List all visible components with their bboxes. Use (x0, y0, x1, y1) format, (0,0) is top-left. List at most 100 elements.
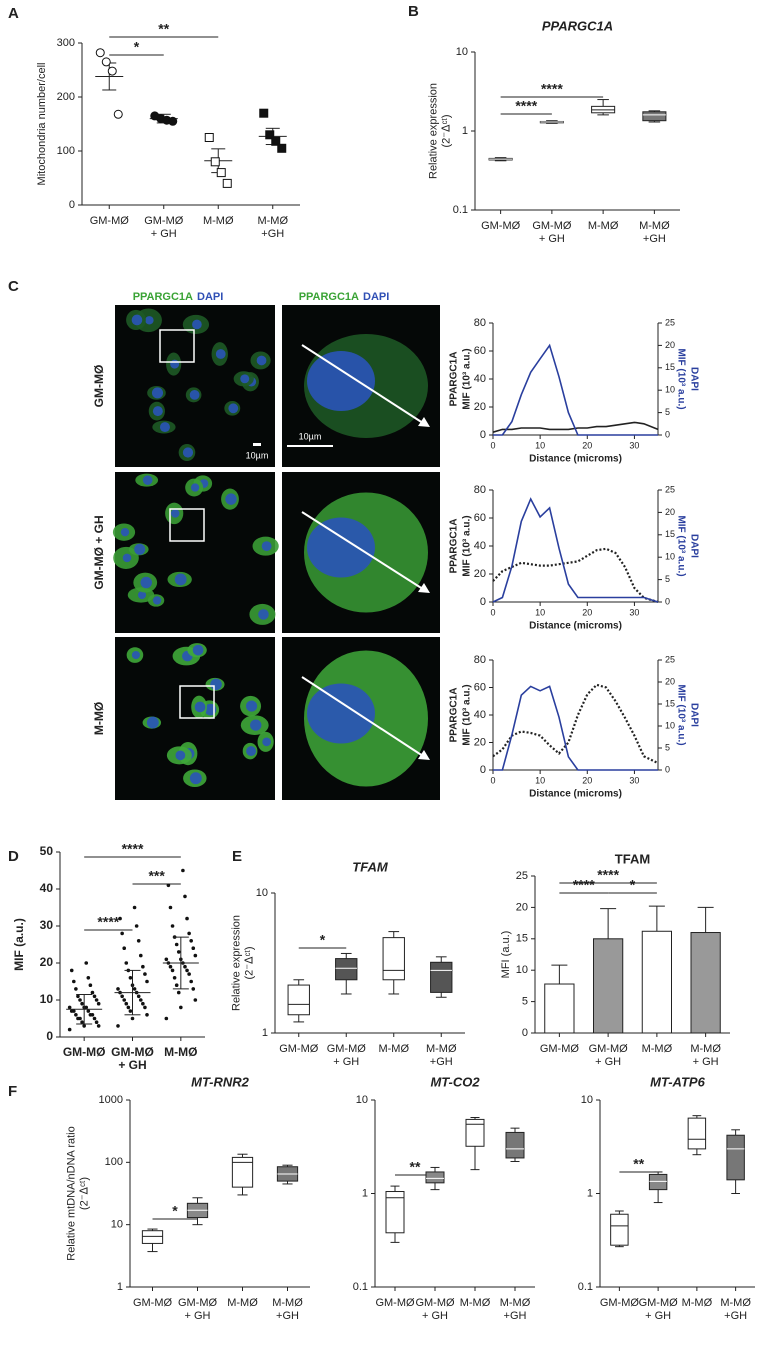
y-tick-label: 0.1 (353, 1281, 368, 1293)
nucleus (192, 319, 202, 330)
chart-title: TFAM (352, 859, 389, 874)
nucleus (146, 716, 159, 729)
panel-letter: D (8, 848, 19, 865)
data-point (145, 1013, 149, 1017)
significance-label: **** (597, 867, 619, 883)
y-tick-label: 80 (474, 484, 486, 496)
data-point (76, 994, 80, 999)
data-point (122, 998, 127, 1002)
x-tick-label: 10 (535, 440, 545, 450)
nucleus (152, 406, 163, 417)
y-tick-label: 0.1 (578, 1281, 593, 1293)
nucleus (215, 349, 226, 359)
y2-tick-label: 5 (665, 407, 670, 417)
nucleus (258, 609, 269, 620)
data-point (187, 931, 191, 936)
x-tick-label: 0 (490, 775, 495, 785)
text-line: (2⁻ᐃᶜᵗ) (440, 114, 452, 147)
y-axis-label: Mitochondria number/cell (36, 63, 48, 186)
data-point (132, 905, 137, 910)
y2-axis-label: DAPIMIF (10³ a.u.) (676, 515, 700, 576)
text-line: DAPI (689, 367, 700, 391)
arrow-head (418, 583, 430, 593)
data-point (170, 968, 175, 973)
nucleus (142, 475, 153, 485)
text-line: +GH (276, 1310, 299, 1322)
x-tick-label: M-MØ +GH (426, 1043, 457, 1068)
data-point (95, 48, 105, 58)
text-line: M-MØ (690, 1043, 721, 1055)
data-point (88, 983, 93, 987)
data-point (134, 924, 139, 928)
data-line (492, 683, 659, 765)
data-point (82, 1024, 86, 1028)
data-point (94, 1020, 99, 1024)
y2-tick-label: 0 (665, 596, 670, 606)
y-tick-label: 50 (40, 844, 54, 858)
nucleus (307, 683, 375, 744)
data-point (170, 924, 175, 928)
nucleus (152, 596, 162, 605)
significance-label: * (172, 1203, 178, 1219)
data-point (141, 964, 145, 969)
y-tick-label: 1 (362, 1187, 368, 1199)
data-point (164, 957, 169, 962)
data-point (74, 1013, 78, 1017)
x-tick-label: M-MØ +GH (639, 220, 670, 245)
y2-tick-label: 25 (665, 317, 675, 327)
text-line: (2⁻ᐃᶜᵗ) (78, 1177, 90, 1210)
text-line: MIF (10³ a.u.) (676, 684, 687, 745)
y2-tick-label: 10 (665, 385, 675, 395)
y-tick-label: 60 (474, 681, 486, 693)
x-tick-label: M-MØ (227, 1297, 258, 1309)
y2-tick-label: 25 (665, 484, 675, 494)
y-tick-label: 10 (581, 1094, 593, 1106)
x-tick-label: M-MØ (588, 220, 619, 232)
panel-letter: F (8, 1083, 17, 1100)
significance-label: * (134, 39, 140, 55)
data-point (78, 998, 82, 1002)
data-point (168, 964, 173, 969)
significance-label: ** (158, 21, 169, 37)
y-tick-label: 0 (480, 429, 486, 441)
panel-letter: A (8, 5, 19, 22)
x-tick-label: GM-MØ + GH (532, 220, 572, 245)
x-tick-label: M-MØ (682, 1297, 713, 1309)
nucleus (145, 316, 154, 325)
significance-label: ** (633, 1156, 644, 1172)
text-line: GM-MØ (415, 1297, 455, 1309)
data-point (189, 939, 193, 943)
y2-tick-label: 10 (665, 720, 675, 730)
text-line: PPARGC1A (448, 519, 459, 574)
nucleus (170, 359, 180, 369)
data-point (179, 1005, 183, 1010)
data-point (120, 931, 124, 936)
nucleus (240, 374, 250, 384)
data-point (259, 108, 269, 118)
y-tick-label: 20 (474, 568, 486, 580)
significance-label: * (320, 932, 326, 948)
text-line: M-MØ (272, 1297, 303, 1309)
text-line: +GH (724, 1310, 747, 1322)
y-axis-label: Relative expression(2⁻ᐃᶜᵗ) (230, 915, 255, 1011)
text-line: GM-MØ (178, 1297, 218, 1309)
y2-tick-label: 25 (665, 654, 675, 664)
data-point (107, 66, 117, 76)
nucleus (246, 746, 257, 757)
text-line: + GH (422, 1310, 448, 1322)
y-tick-label: 40 (40, 881, 54, 895)
arrow-head (418, 750, 430, 760)
y-tick-label: 25 (516, 870, 528, 882)
data-point (172, 976, 177, 980)
data-point (130, 1016, 135, 1021)
nucleus (261, 541, 272, 552)
x-tick-label: M-MØ (164, 1045, 197, 1059)
x-tick-label: GM-MØ + GH (111, 1045, 154, 1072)
data-point (176, 950, 181, 954)
y2-tick-label: 5 (665, 574, 670, 584)
data-point (143, 972, 147, 976)
data-point (174, 942, 179, 947)
text-line: DAPI (689, 703, 700, 727)
scale-bar (287, 445, 333, 447)
y-tick-label: 40 (474, 540, 486, 552)
